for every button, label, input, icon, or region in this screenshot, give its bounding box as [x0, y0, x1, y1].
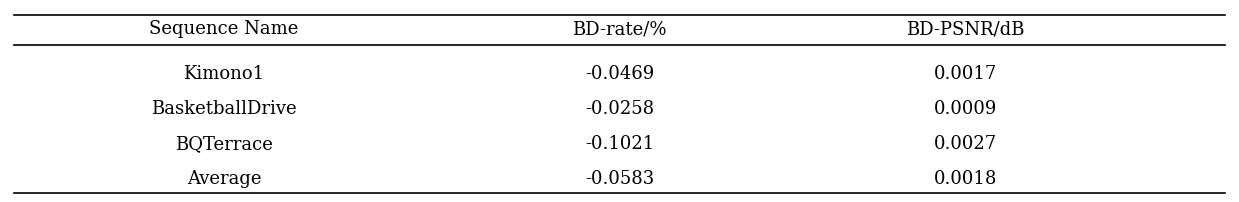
Text: BasketballDrive: BasketballDrive [151, 100, 296, 118]
Text: -0.0258: -0.0258 [585, 100, 654, 118]
Text: 0.0027: 0.0027 [934, 135, 997, 153]
Text: Average: Average [187, 170, 261, 188]
Text: 0.0017: 0.0017 [934, 65, 997, 83]
Text: 0.0009: 0.0009 [934, 100, 997, 118]
Text: BD-rate/%: BD-rate/% [572, 20, 667, 38]
Text: BD-PSNR/dB: BD-PSNR/dB [907, 20, 1025, 38]
Text: BQTerrace: BQTerrace [175, 135, 273, 153]
Text: -0.0583: -0.0583 [585, 170, 654, 188]
Text: Sequence Name: Sequence Name [149, 20, 299, 38]
Text: 0.0018: 0.0018 [934, 170, 997, 188]
Text: -0.1021: -0.1021 [585, 135, 654, 153]
Text: -0.0469: -0.0469 [585, 65, 654, 83]
Text: Kimono1: Kimono1 [183, 65, 264, 83]
